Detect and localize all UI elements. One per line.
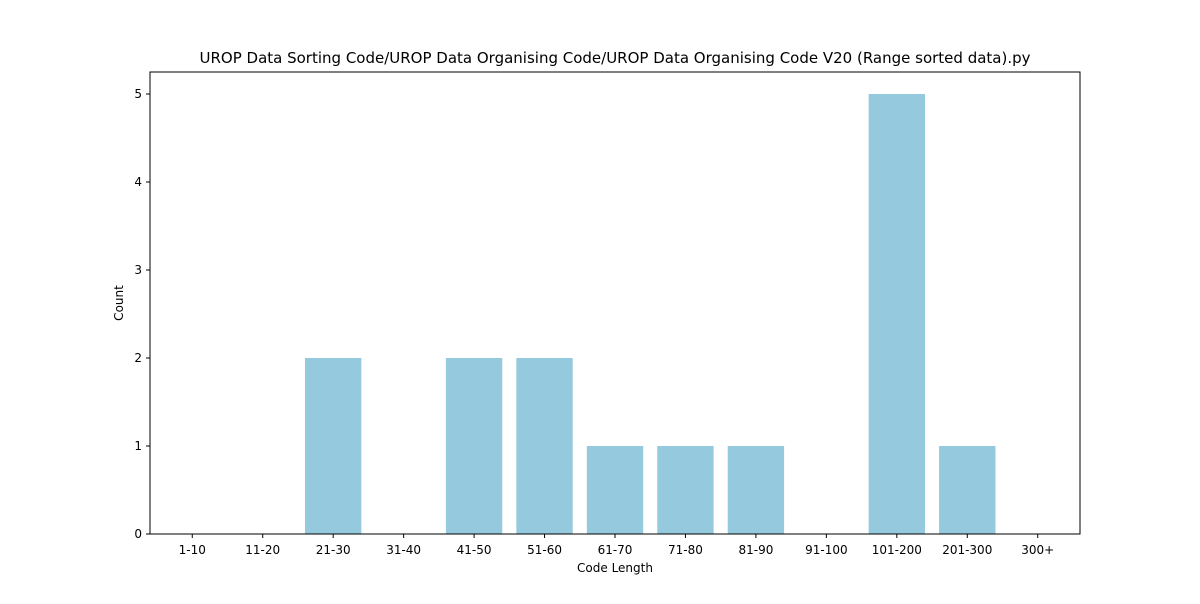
x-tick-label: 41-50 [457, 543, 492, 557]
x-tick-label: 11-20 [245, 543, 280, 557]
y-tick-label: 2 [134, 351, 142, 365]
y-tick-label: 3 [134, 263, 142, 277]
y-tick-label: 0 [134, 527, 142, 541]
plot-area-frame [149, 71, 1081, 535]
chart-title: UROP Data Sorting Code/UROP Data Organis… [200, 49, 1031, 67]
x-tick-label: 31-40 [386, 543, 421, 557]
x-tick-label: 300+ [1021, 543, 1054, 557]
y-axis-label: Count [112, 285, 126, 321]
y-tick-label: 5 [134, 87, 142, 101]
ticks-layer: 1-10 11-20 21-30 31-40 41-50 51-60 61-70 71-80 8… [134, 87, 1054, 557]
x-tick-label: 91-100 [805, 543, 848, 557]
x-tick-label: 1-10 [179, 543, 206, 557]
x-tick-label: 21-30 [316, 543, 351, 557]
bars-layer [305, 94, 996, 534]
bar-201-300 [939, 446, 996, 534]
x-tick-label: 71-80 [668, 543, 703, 557]
bar-71-80 [657, 446, 714, 534]
bar-61-70 [586, 446, 644, 534]
x-axis-label: Code Length [577, 561, 653, 575]
bar-41-50 [445, 358, 503, 534]
x-tick-label: 101-200 [872, 543, 922, 557]
bar-51-60 [516, 358, 573, 534]
bar-101-200 [868, 94, 925, 534]
bar-81-90 [727, 446, 785, 534]
x-tick-label: 51-60 [527, 543, 562, 557]
x-tick-label: 81-90 [738, 543, 773, 557]
y-tick-label: 4 [134, 175, 142, 189]
x-tick-label: 201-300 [942, 543, 992, 557]
bar-21-30 [305, 358, 362, 534]
x-tick-label: 61-70 [598, 543, 633, 557]
y-tick-label: 1 [134, 439, 142, 453]
